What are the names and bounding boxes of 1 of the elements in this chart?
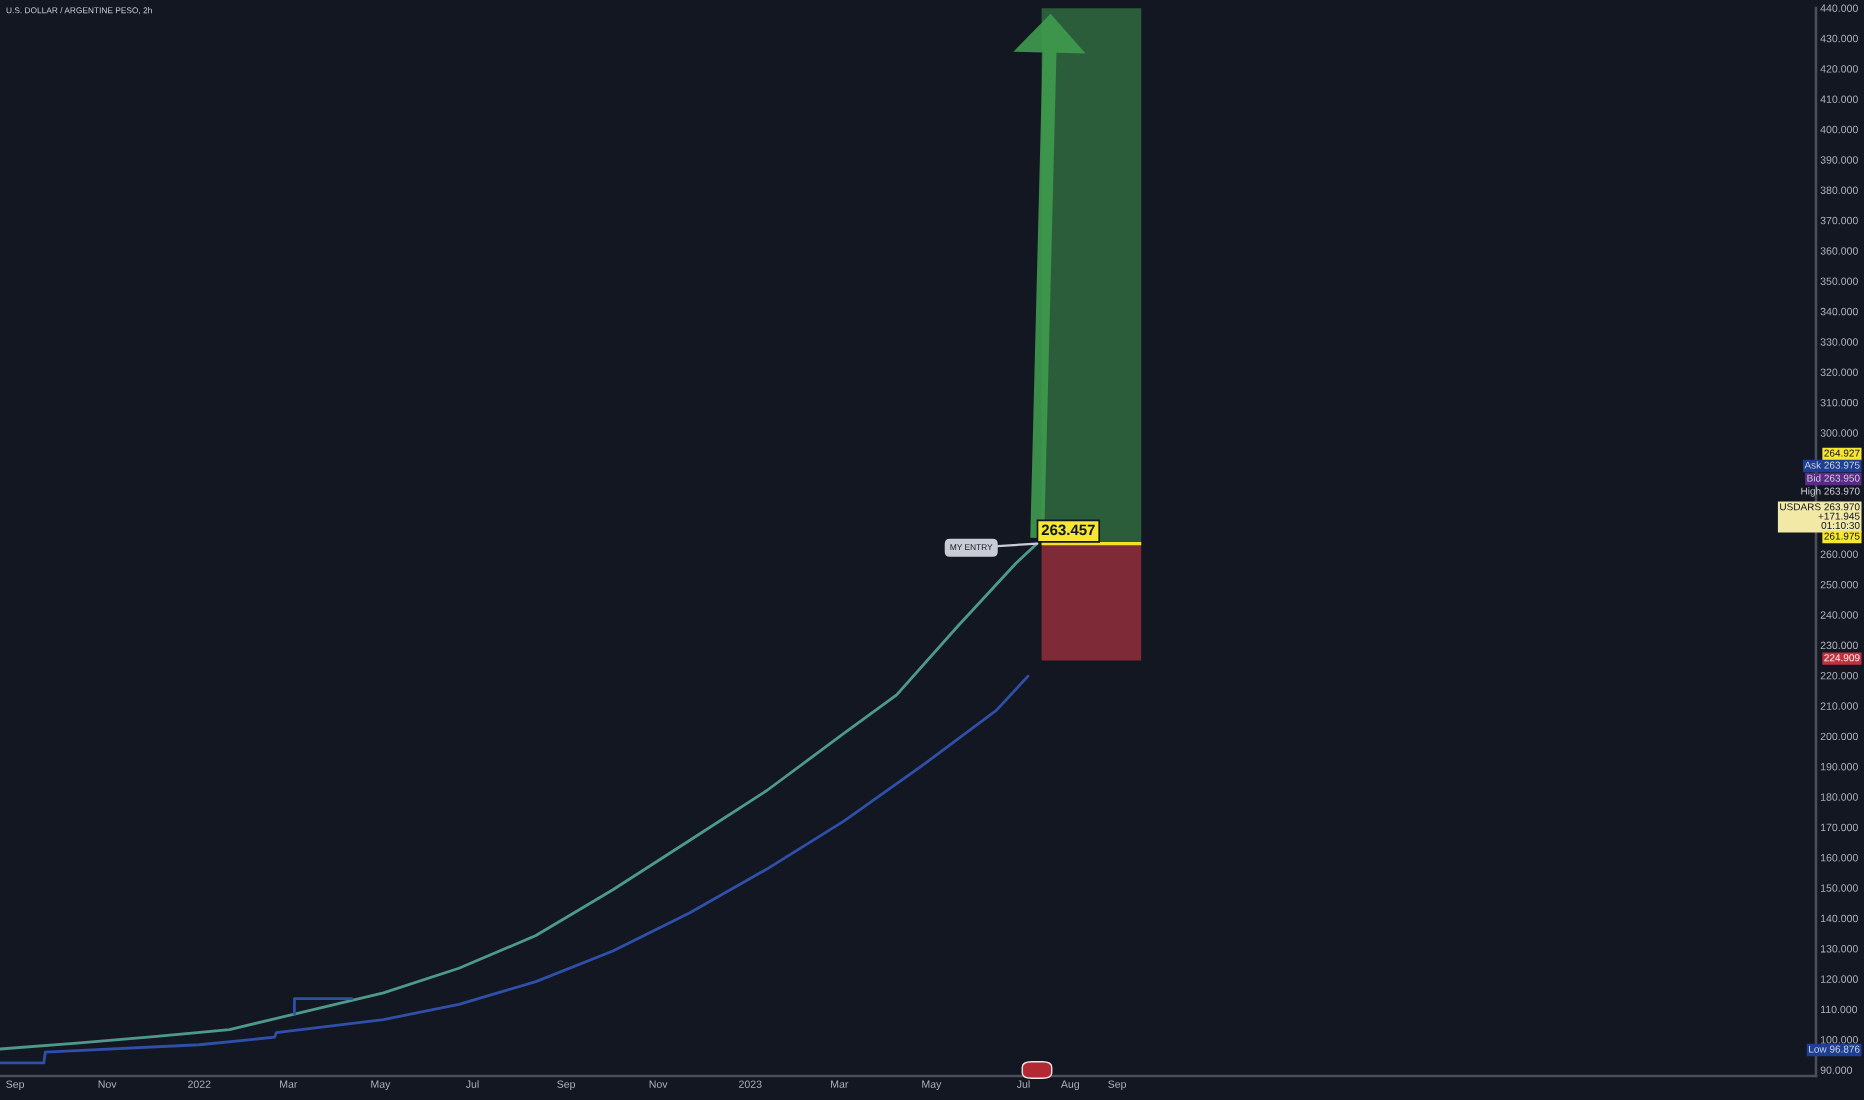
line-series <box>0 674 1030 1065</box>
